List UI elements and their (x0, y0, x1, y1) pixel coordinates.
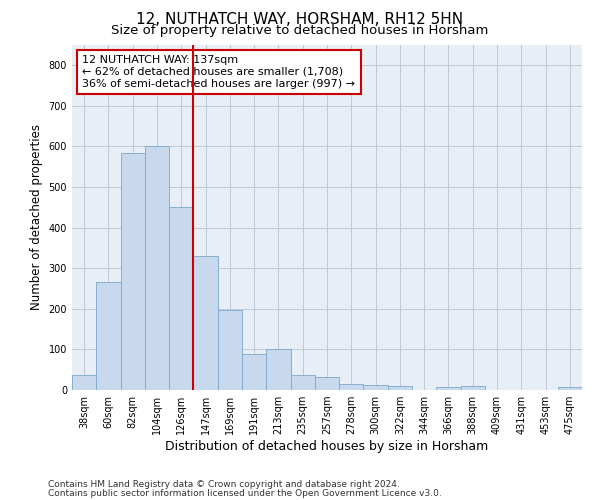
Text: 12, NUTHATCH WAY, HORSHAM, RH12 5HN: 12, NUTHATCH WAY, HORSHAM, RH12 5HN (136, 12, 464, 28)
Bar (290, 375, 315, 390)
Bar (96, 282, 121, 390)
Text: 12 NUTHATCH WAY: 137sqm
← 62% of detached houses are smaller (1,708)
36% of semi: 12 NUTHATCH WAY: 137sqm ← 62% of detache… (82, 56, 355, 88)
Bar (72, 375, 96, 390)
Bar (388, 386, 412, 390)
Bar (364, 384, 388, 390)
Bar (436, 387, 461, 390)
Bar (315, 376, 339, 390)
Text: Size of property relative to detached houses in Horsham: Size of property relative to detached ho… (112, 24, 488, 37)
Bar (169, 206, 193, 390)
X-axis label: Distribution of detached houses by size in Horsham: Distribution of detached houses by size … (166, 440, 488, 453)
Bar (461, 386, 485, 390)
Text: Contains HM Land Registry data © Crown copyright and database right 2024.: Contains HM Land Registry data © Crown c… (48, 480, 400, 489)
Y-axis label: Number of detached properties: Number of detached properties (30, 124, 43, 310)
Bar (558, 387, 582, 390)
Bar (339, 384, 364, 390)
Bar (218, 310, 242, 390)
Text: Contains public sector information licensed under the Open Government Licence v3: Contains public sector information licen… (48, 488, 442, 498)
Bar (145, 146, 169, 390)
Bar (193, 256, 218, 390)
Bar (266, 349, 290, 390)
Bar (121, 152, 145, 390)
Bar (242, 354, 266, 390)
